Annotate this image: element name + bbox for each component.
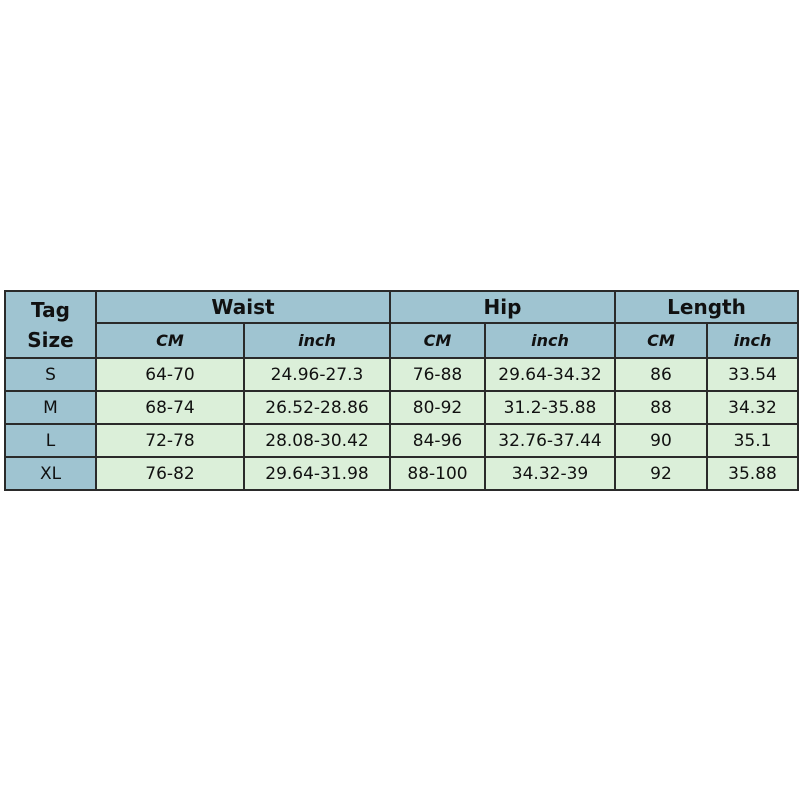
data-row: L 72-78 28.08-30.42 84-96 32.76-37.44 90 35.1 <box>4 423 799 458</box>
value-cell: 88 <box>614 390 708 425</box>
data-row: XL 76-82 29.64-31.98 88-100 34.32-39 92 35.88 <box>4 456 799 491</box>
value-cell: 92 <box>614 456 708 491</box>
value-cell: 72-78 <box>95 423 245 458</box>
value-cell: 68-74 <box>95 390 245 425</box>
value-cell: 84-96 <box>389 423 486 458</box>
value-cell: 32.76-37.44 <box>484 423 616 458</box>
size-cell: M <box>4 390 97 425</box>
unit-header: CM <box>389 322 486 359</box>
unit-header: CM <box>614 322 708 359</box>
group-header: Length <box>614 290 799 324</box>
size-cell: L <box>4 423 97 458</box>
data-row: M 68-74 26.52-28.86 80-92 31.2-35.88 88 34.32 <box>4 390 799 425</box>
size-cell: S <box>4 357 97 392</box>
table-body: Tag Size Waist Hip Length CM inch CM inch CM in… <box>4 290 799 491</box>
value-cell: 28.08-30.42 <box>243 423 391 458</box>
value-cell: 76-82 <box>95 456 245 491</box>
size-table: Tag Size Waist Hip Length CM inch CM inch CM in… <box>4 290 799 491</box>
value-cell: 35.1 <box>706 423 799 458</box>
unit-header-row: CM inch CM inch CM inch <box>5 322 799 359</box>
value-cell: 24.96-27.3 <box>243 357 391 392</box>
unit-header: inch <box>706 322 799 359</box>
value-cell: 34.32 <box>706 390 799 425</box>
value-cell: 80-92 <box>389 390 486 425</box>
value-cell: 90 <box>614 423 708 458</box>
value-cell: 86 <box>614 357 708 392</box>
value-cell: 35.88 <box>706 456 799 491</box>
value-cell: 33.54 <box>706 357 799 392</box>
unit-header: CM <box>95 322 245 359</box>
value-cell: 29.64-31.98 <box>243 456 391 491</box>
value-cell: 76-88 <box>389 357 486 392</box>
value-cell: 34.32-39 <box>484 456 616 491</box>
unit-header: inch <box>243 322 391 359</box>
size-cell: XL <box>4 456 97 491</box>
data-row: S 64-70 24.96-27.3 76-88 29.64-34.32 86 33.54 <box>4 357 799 392</box>
size-chart: Tag Size Waist Hip Length CM inch CM inch CM in… <box>4 290 799 491</box>
group-header-row: Tag Size Waist Hip Length <box>4 290 799 359</box>
tag-header: Tag Size <box>4 290 97 359</box>
group-header: Hip <box>389 290 616 324</box>
group-header: Waist <box>95 290 391 324</box>
unit-header: inch <box>484 322 616 359</box>
value-cell: 64-70 <box>95 357 245 392</box>
value-cell: 88-100 <box>389 456 486 491</box>
value-cell: 29.64-34.32 <box>484 357 616 392</box>
value-cell: 26.52-28.86 <box>243 390 391 425</box>
value-cell: 31.2-35.88 <box>484 390 616 425</box>
